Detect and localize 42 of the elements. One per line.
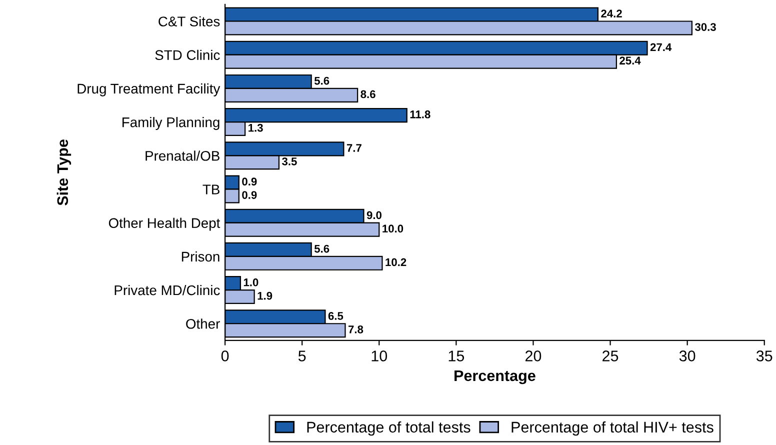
x-tick-label: 10: [372, 350, 388, 362]
x-tick-label: 5: [298, 350, 306, 362]
data-label: 6.5: [328, 312, 344, 320]
x-tick-label: 35: [756, 350, 772, 362]
x-tick-label: 0: [221, 350, 229, 362]
y-tick-label: Other Health Dept: [108, 218, 220, 231]
legend-label: Percentage of total tests: [307, 421, 470, 436]
data-label: 7.7: [346, 144, 362, 152]
data-label: 5.6: [314, 244, 330, 253]
legend-label: Percentage of total HIV+ tests: [512, 421, 714, 436]
y-tick-label: Drug Treatment Facility: [78, 83, 220, 96]
data-label: 8.6: [360, 90, 376, 98]
data-label: 5.6: [314, 76, 330, 85]
x-tick-label: 15: [448, 350, 464, 362]
data-label: 1.0: [244, 278, 258, 286]
y-tick-label: TB: [202, 184, 220, 194]
data-label: 24.2: [601, 10, 622, 18]
data-label: 25.4: [620, 56, 641, 65]
y-axis-title: Site Type: [56, 140, 72, 206]
data-label: 0.9: [242, 178, 257, 186]
y-tick-label: Other: [186, 318, 220, 329]
y-tick-label: C&T Sites: [158, 16, 220, 26]
data-label: 10.0: [382, 224, 404, 233]
x-axis-title: Percentage: [454, 370, 536, 384]
data-label: 1.9: [258, 292, 272, 300]
x-tick-label: 30: [679, 350, 696, 362]
x-tick-label: 25: [602, 350, 618, 362]
data-label: 3.5: [282, 157, 297, 166]
data-label: 9.0: [366, 211, 382, 220]
data-label: 1.3: [248, 124, 263, 132]
data-label: 11.8: [410, 110, 430, 118]
y-tick-label: Private MD/Clinic: [114, 284, 220, 296]
data-label: 27.4: [650, 43, 672, 51]
data-label: 30.3: [694, 23, 716, 31]
data-label: 7.8: [348, 325, 364, 334]
y-tick-label: STD Clinic: [155, 50, 220, 60]
data-label: 0.9: [242, 191, 257, 199]
y-tick-label: Family Planning: [122, 117, 220, 130]
data-label: 10.2: [386, 258, 406, 266]
y-tick-label: Prenatal/OB: [146, 150, 220, 161]
x-tick-label: 20: [525, 350, 542, 362]
y-tick-label: Prison: [182, 251, 220, 262]
